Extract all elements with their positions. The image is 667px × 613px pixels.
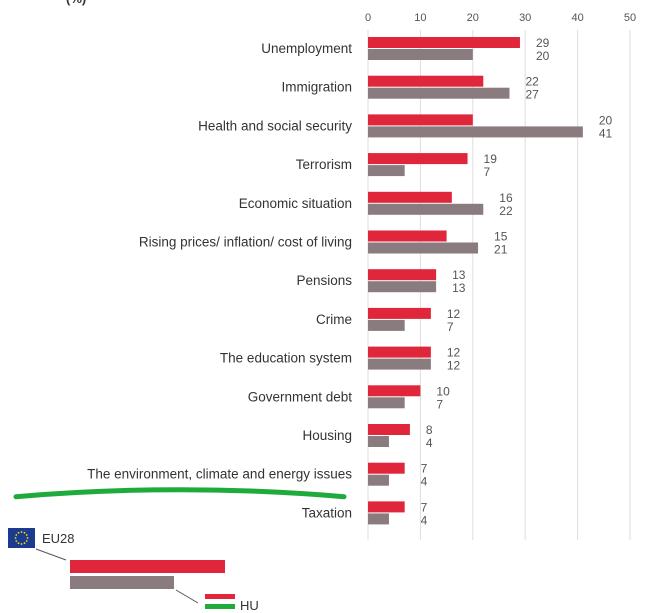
- value-label-hu: 13: [452, 268, 466, 282]
- value-label-hu: 12: [447, 346, 461, 360]
- category-label: Unemployment: [261, 41, 352, 56]
- category-label: Immigration: [281, 80, 352, 95]
- value-label-hu: 19: [484, 152, 498, 166]
- value-label-eu28: 4: [421, 513, 428, 527]
- value-label-hu: 7: [421, 462, 428, 476]
- category-label: Pensions: [296, 273, 352, 288]
- value-label-eu28: 20: [536, 49, 550, 63]
- hungary-flag-icon: [205, 594, 235, 609]
- category-label: Government debt: [248, 389, 353, 404]
- bar-hu: [368, 37, 520, 48]
- bar-hu: [368, 230, 447, 242]
- value-label-eu28: 7: [447, 320, 454, 334]
- legend-eu-bar: [70, 576, 174, 589]
- bar-hu: [368, 307, 431, 319]
- bar-eu28: [368, 513, 389, 525]
- bar-eu28: [368, 281, 437, 293]
- value-label-eu28: 41: [599, 126, 613, 140]
- value-label-hu: 8: [426, 423, 433, 437]
- bar-hu: [368, 191, 452, 203]
- bar-hu: [368, 385, 421, 397]
- legend-hu-leader: [175, 589, 199, 604]
- value-label-eu28: 22: [499, 204, 513, 218]
- bars: [368, 37, 583, 525]
- value-label-eu28: 27: [525, 88, 539, 102]
- value-label-eu28: 21: [494, 243, 508, 257]
- value-labels: 2920222720411971622152113131271212107847…: [421, 36, 613, 527]
- category-label: Terrorism: [296, 157, 352, 172]
- bar-eu28: [368, 474, 389, 486]
- value-label-eu28: 4: [426, 436, 433, 450]
- bar-eu28: [368, 203, 484, 215]
- bar-eu28: [368, 49, 473, 60]
- x-tick-label: 40: [571, 12, 583, 24]
- eu-flag-icon: [8, 528, 35, 548]
- bar-eu28: [368, 165, 405, 177]
- value-label-eu28: 7: [436, 397, 443, 411]
- bar-hu: [368, 462, 405, 474]
- bar-hu: [368, 153, 468, 165]
- x-tick-label: 50: [624, 12, 636, 24]
- value-label-hu: 10: [436, 384, 450, 398]
- category-label: The education system: [220, 351, 352, 366]
- value-label-eu28: 12: [447, 359, 461, 373]
- x-axis-ticks: 0 10 20 30 40 50: [365, 12, 636, 24]
- value-label-hu: 20: [599, 113, 613, 127]
- x-tick-label: 20: [467, 12, 479, 24]
- value-label-hu: 29: [536, 36, 550, 50]
- x-tick-label: 0: [365, 12, 371, 24]
- value-label-eu28: 13: [452, 281, 466, 295]
- value-label-hu: 16: [499, 191, 513, 205]
- x-tick-label: 30: [519, 12, 531, 24]
- legend-eu-leader: [35, 548, 67, 561]
- bar-eu28: [368, 87, 510, 99]
- bar-hu: [368, 501, 405, 513]
- bar-hu: [368, 75, 484, 87]
- value-label-eu28: 4: [421, 475, 428, 489]
- legend-hu-bar: [70, 560, 225, 573]
- bar-eu28: [368, 397, 405, 409]
- legend: EU28 HU: [8, 528, 259, 613]
- value-label-eu28: 7: [484, 165, 491, 179]
- value-label-hu: 12: [447, 307, 461, 321]
- category-label: Economic situation: [239, 196, 352, 211]
- bar-hu: [368, 269, 437, 281]
- legend-hu-label: HU: [240, 598, 259, 613]
- category-label: The environment, climate and energy issu…: [87, 467, 352, 482]
- value-label-hu: 15: [494, 230, 508, 244]
- bar-hu: [368, 346, 431, 358]
- bar-eu28: [368, 319, 405, 331]
- highlight-underline: [13, 487, 347, 500]
- x-tick-label: 10: [414, 12, 426, 24]
- category-label: Taxation: [302, 505, 352, 520]
- category-labels: Unemployment Immigration Health and social…: [87, 41, 352, 520]
- top-cut-label: (%): [66, 0, 86, 6]
- value-label-hu: 22: [525, 75, 539, 89]
- bar-eu28: [368, 126, 583, 138]
- legend-eu-label: EU28: [42, 531, 75, 546]
- bar-eu28: [368, 242, 479, 254]
- bar-eu28: [368, 436, 389, 447]
- category-label: Crime: [316, 312, 352, 327]
- category-label: Housing: [302, 428, 352, 443]
- category-label: Health and social security: [198, 118, 352, 133]
- bar-hu: [368, 114, 473, 126]
- bar-hu: [368, 424, 410, 435]
- value-label-hu: 7: [421, 500, 428, 514]
- category-label: Rising prices/ inflation/ cost of living: [139, 235, 352, 250]
- bar-eu28: [368, 358, 431, 370]
